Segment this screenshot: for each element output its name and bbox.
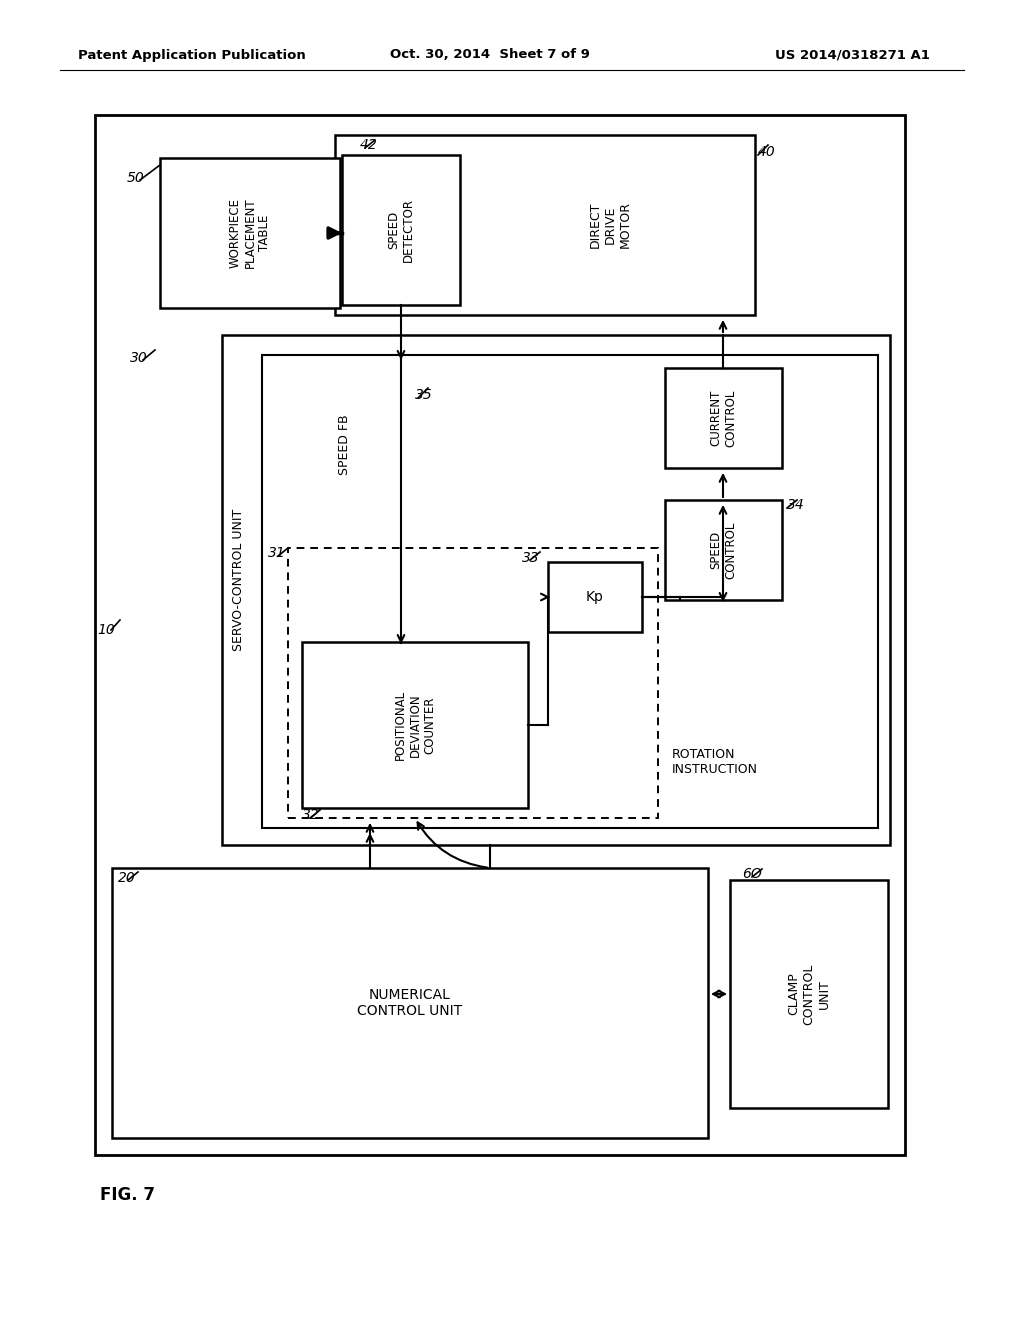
- Text: Kp: Kp: [586, 590, 604, 605]
- Text: SPEED
DETECTOR: SPEED DETECTOR: [387, 198, 415, 261]
- Text: 6O: 6O: [742, 867, 762, 880]
- Text: SPEED FB: SPEED FB: [339, 414, 351, 475]
- Bar: [222, 335, 890, 845]
- Bar: [335, 135, 755, 315]
- Text: DIRECT
DRIVE
MOTOR: DIRECT DRIVE MOTOR: [589, 202, 632, 248]
- Bar: [548, 562, 642, 632]
- Text: 31: 31: [268, 546, 286, 560]
- Text: 40: 40: [758, 145, 776, 158]
- Text: FIG. 7: FIG. 7: [100, 1185, 155, 1204]
- Bar: [288, 548, 658, 818]
- Text: CURRENT
CONTROL: CURRENT CONTROL: [709, 389, 737, 446]
- Text: 10: 10: [97, 623, 115, 638]
- Text: CLAMP
CONTROL
UNIT: CLAMP CONTROL UNIT: [787, 964, 830, 1024]
- Text: Patent Application Publication: Patent Application Publication: [78, 49, 306, 62]
- Text: 32: 32: [302, 808, 319, 822]
- Bar: [665, 368, 782, 469]
- Bar: [302, 642, 528, 808]
- Text: POSITIONAL
DEVIATION
COUNTER: POSITIONAL DEVIATION COUNTER: [393, 690, 436, 760]
- Bar: [262, 355, 878, 828]
- Text: 30: 30: [130, 351, 147, 366]
- Text: 33: 33: [522, 550, 540, 565]
- Bar: [95, 115, 905, 1155]
- Text: 42: 42: [360, 139, 378, 152]
- Text: NUMERICAL
CONTROL UNIT: NUMERICAL CONTROL UNIT: [357, 987, 463, 1018]
- Bar: [160, 158, 340, 308]
- Text: 50: 50: [127, 172, 144, 185]
- Text: US 2014/0318271 A1: US 2014/0318271 A1: [775, 49, 930, 62]
- Text: 35: 35: [415, 388, 433, 403]
- Text: 20: 20: [118, 871, 136, 884]
- Text: Oct. 30, 2014  Sheet 7 of 9: Oct. 30, 2014 Sheet 7 of 9: [390, 49, 590, 62]
- Text: ROTATION
INSTRUCTION: ROTATION INSTRUCTION: [672, 748, 758, 776]
- Bar: [730, 880, 888, 1107]
- Text: SERVO-CONTROL UNIT: SERVO-CONTROL UNIT: [232, 510, 246, 651]
- Text: SPEED
CONTROL: SPEED CONTROL: [709, 521, 737, 578]
- Text: WORKPIECE
PLACEMENT
TABLE: WORKPIECE PLACEMENT TABLE: [228, 198, 271, 268]
- Bar: [112, 869, 708, 1138]
- Bar: [665, 500, 782, 601]
- Bar: [342, 154, 460, 305]
- Text: 34: 34: [787, 498, 805, 512]
